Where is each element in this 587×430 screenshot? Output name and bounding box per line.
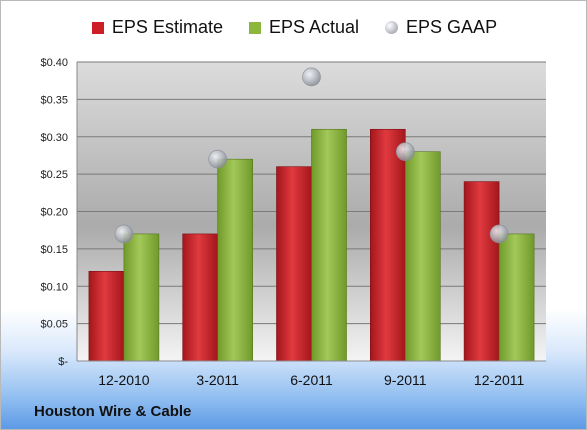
marker-eps-gaap bbox=[302, 67, 321, 87]
bar-eps-estimate bbox=[369, 128, 406, 362]
x-tick-label: 12-2011 bbox=[474, 372, 525, 388]
bar-eps-estimate bbox=[88, 270, 125, 362]
legend-entry-estimate: EPS Estimate bbox=[91, 17, 223, 38]
legend-entry-actual: EPS Actual bbox=[248, 17, 360, 38]
marker-eps-gaap bbox=[114, 224, 134, 244]
company-label: Houston Wire & Cable bbox=[34, 403, 192, 420]
legend-swatch-gaap bbox=[385, 21, 399, 34]
y-tick-label: $0.10 bbox=[40, 281, 68, 293]
legend: EPS Estimate EPS Actual EPS GAAP bbox=[1, 17, 586, 38]
bar-eps-actual bbox=[217, 158, 253, 362]
y-tick-label: $0.20 bbox=[40, 207, 68, 219]
bar-eps-actual bbox=[123, 233, 160, 362]
legend-swatch-actual bbox=[248, 21, 261, 34]
bar-eps-estimate bbox=[463, 181, 500, 362]
x-tick-label: 12-2010 bbox=[98, 372, 150, 388]
y-tick-label: $0.15 bbox=[40, 244, 68, 256]
bar-eps-actual bbox=[498, 233, 535, 362]
legend-label-estimate: EPS Estimate bbox=[111, 17, 223, 37]
y-tick-label: $0.05 bbox=[40, 319, 68, 331]
legend-label-actual: EPS Actual bbox=[268, 17, 360, 37]
legend-label-gaap: EPS GAAP bbox=[406, 17, 498, 37]
y-tick-label: $0.40 bbox=[40, 57, 68, 69]
y-tick-label: $0.35 bbox=[40, 94, 68, 106]
bar-eps-actual bbox=[404, 151, 441, 362]
y-tick-label: $0.25 bbox=[40, 169, 68, 181]
y-tick-label: $- bbox=[58, 356, 68, 368]
x-tick-label: 9-2011 bbox=[384, 372, 427, 388]
marker-eps-gaap bbox=[395, 142, 415, 161]
legend-entry-gaap: EPS GAAP bbox=[385, 17, 497, 38]
bar-eps-estimate bbox=[182, 233, 218, 362]
marker-eps-gaap bbox=[489, 224, 509, 244]
bar-eps-estimate bbox=[276, 166, 312, 362]
bar-eps-actual bbox=[311, 128, 347, 362]
y-tick-label: $0.30 bbox=[40, 132, 68, 144]
marker-eps-gaap bbox=[208, 149, 227, 169]
x-tick-label: 3-2011 bbox=[196, 372, 239, 388]
x-tick-label: 6-2011 bbox=[290, 372, 333, 388]
legend-swatch-estimate bbox=[91, 21, 104, 34]
